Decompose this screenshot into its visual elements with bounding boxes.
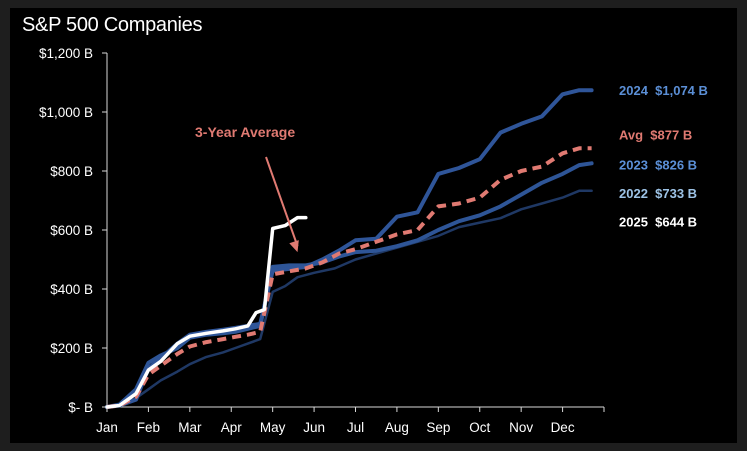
end-label-2024: 2024 $1,074 B bbox=[619, 83, 708, 98]
x-tick-label: Jul bbox=[347, 420, 364, 435]
end-label-avg: Avg $877 B bbox=[619, 127, 692, 142]
y-tick-label: $1,200 B bbox=[39, 46, 93, 61]
x-tick-label: Apr bbox=[221, 420, 243, 435]
x-tick-label: May bbox=[260, 420, 286, 435]
y-tick-label: $1,000 B bbox=[39, 105, 93, 120]
annotation-text: 3-Year Average bbox=[195, 124, 295, 140]
x-tick-labels: Jan Feb Mar Apr May Jun Jul Aug Sep Oct Nov Dec bbox=[96, 420, 575, 435]
annotation-arrow-head bbox=[289, 240, 299, 253]
series-line-2022 bbox=[105, 189, 593, 409]
x-tick-label: Jan bbox=[96, 420, 118, 435]
series-line-avg bbox=[106, 146, 592, 409]
x-tick-label: Sep bbox=[426, 420, 450, 435]
x-tick-label: Oct bbox=[469, 420, 490, 435]
x-tick-label: Aug bbox=[385, 420, 409, 435]
x-tick-label: Jun bbox=[303, 420, 325, 435]
y-tick-label: $800 B bbox=[50, 164, 93, 179]
chart-frame bbox=[10, 8, 737, 443]
x-tick-label: Nov bbox=[509, 420, 533, 435]
series-end-labels: 2022 $733 B 2023 $826 B 2024 $1,074 B Avg $… bbox=[619, 83, 708, 229]
chart-title: S&P 500 Companies bbox=[22, 14, 203, 36]
series-line-2024 bbox=[105, 88, 594, 409]
annotations: 3-Year Average bbox=[195, 124, 299, 253]
x-tick-label: Dec bbox=[551, 420, 575, 435]
end-label-2022: 2022 $733 B bbox=[619, 186, 697, 201]
y-tick-label: $400 B bbox=[50, 282, 93, 297]
series-line-2025 bbox=[105, 215, 308, 409]
y-tick-labels: $- B $200 B $400 B $600 B $800 B $1,000 B $1,2… bbox=[39, 46, 93, 415]
end-label-2025: 2025 $644 B bbox=[619, 215, 697, 230]
y-tick-label: $200 B bbox=[50, 341, 93, 356]
x-tick-label: Mar bbox=[178, 420, 202, 435]
y-tick-label: $600 B bbox=[50, 223, 93, 238]
chart-axes bbox=[102, 52, 605, 412]
y-tick-label: $- B bbox=[68, 400, 93, 415]
annotation-arrow-line bbox=[265, 156, 299, 247]
x-tick-label: Feb bbox=[137, 420, 160, 435]
end-label-2023: 2023 $826 B bbox=[619, 157, 697, 172]
series-lines bbox=[105, 88, 594, 409]
